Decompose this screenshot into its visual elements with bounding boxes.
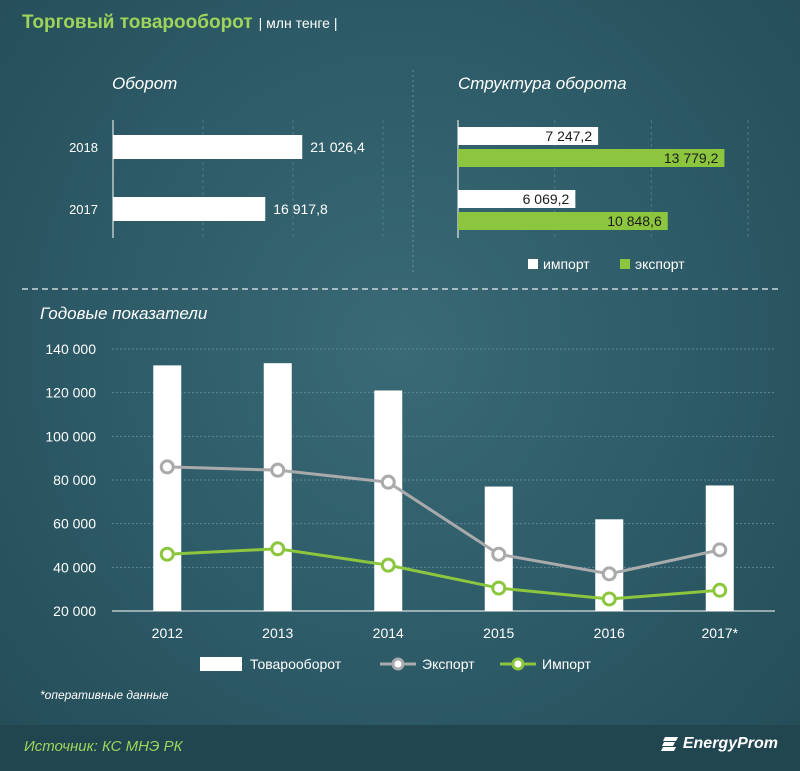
annual-point-Экспорт bbox=[380, 474, 396, 490]
annual-ytick-label: 80 000 bbox=[53, 472, 96, 488]
turnover-value-label: 21 026,4 bbox=[310, 139, 365, 155]
annual-xtick-label: 2015 bbox=[483, 625, 514, 641]
annual-point-Импорт bbox=[491, 580, 507, 596]
structure-value-label: 7 247,2 bbox=[545, 128, 592, 144]
energyprom-logo-icon bbox=[660, 737, 678, 751]
annual-legend-label: Товарооборот bbox=[250, 656, 342, 672]
structure-chart-title: Структура оборота bbox=[458, 74, 627, 93]
turnover-chart-title: Оборот bbox=[112, 74, 178, 93]
annual-xtick-label: 2013 bbox=[262, 625, 293, 641]
annual-point-Импорт bbox=[159, 546, 175, 562]
annual-point-Экспорт bbox=[712, 542, 728, 558]
structure-bar-импорт bbox=[458, 190, 576, 208]
annual-point-Экспорт bbox=[491, 546, 507, 562]
annual-ytick-label: 40 000 bbox=[53, 559, 96, 575]
annual-ytick-label: 60 000 bbox=[53, 516, 96, 532]
structure-chart: 7 247,2 13 779,2 6 069,2 10 848,6 импорт эксп… bbox=[457, 120, 749, 272]
structure-value-label: 10 848,6 bbox=[607, 213, 662, 229]
annual-ytick-label: 20 000 bbox=[53, 603, 96, 619]
structure-legend-swatch bbox=[528, 259, 538, 269]
energyprom-logo: EnergyProm bbox=[660, 735, 778, 753]
annual-xtick-label: 2016 bbox=[594, 625, 625, 641]
footnote: *оперативные данные bbox=[40, 688, 169, 702]
charts-canvas: 2018 21 026,4 2017 16 917,8 7 247,2 13 779,2… bbox=[22, 70, 778, 672]
turnover-bar bbox=[113, 135, 303, 159]
annual-legend-label: Экспорт bbox=[422, 656, 475, 672]
annual-point-Экспорт bbox=[159, 459, 175, 475]
annual-xtick-label: 2012 bbox=[152, 625, 183, 641]
structure-value-label: 13 779,2 bbox=[664, 150, 719, 166]
annual-ytick-label: 100 000 bbox=[45, 428, 96, 444]
annual-bar bbox=[263, 363, 292, 611]
logo-text: EnergyProm bbox=[682, 735, 778, 752]
annual-line-Экспорт bbox=[167, 465, 721, 576]
turnover-chart: 2018 21 026,4 2017 16 917,8 bbox=[69, 120, 384, 238]
annual-point-Экспорт bbox=[601, 566, 617, 582]
annual-bar bbox=[153, 365, 182, 611]
annual-ytick-label: 140 000 bbox=[45, 341, 96, 357]
annual-line-Импорт bbox=[167, 547, 720, 601]
annual-point-Экспорт bbox=[270, 462, 286, 478]
title-text: Торговый товарооборот bbox=[22, 12, 253, 33]
unit-label: | млн тенге | bbox=[258, 15, 338, 31]
structure-bar-экспорт bbox=[458, 149, 725, 167]
source-note: Источник: КС МНЭ РК bbox=[24, 738, 183, 755]
annual-point-Импорт bbox=[270, 541, 286, 557]
structure-value-label: 6 069,2 bbox=[523, 191, 570, 207]
annual-point-Импорт bbox=[712, 582, 728, 598]
structure-legend-swatch bbox=[620, 259, 630, 269]
turnover-bar bbox=[113, 197, 266, 221]
annual-chart-title: Годовые показатели bbox=[40, 304, 208, 323]
annual-legend-swatch bbox=[200, 657, 242, 671]
annual-legend-marker bbox=[391, 657, 405, 671]
annual-legend-marker bbox=[511, 657, 525, 671]
annual-bar bbox=[374, 390, 403, 611]
structure-bar-импорт bbox=[458, 127, 599, 145]
structure-legend-label: экспорт bbox=[635, 256, 685, 272]
annual-point-Импорт bbox=[380, 557, 396, 573]
annual-chart: 20 000 40 000 60 000 80 000 100 000 120 000 14… bbox=[45, 341, 775, 672]
annual-ytick-label: 120 000 bbox=[45, 385, 96, 401]
turnover-value-label: 16 917,8 bbox=[273, 201, 328, 217]
structure-bar-экспорт bbox=[458, 212, 668, 230]
annual-point-Импорт bbox=[601, 591, 617, 607]
annual-xtick-label: 2014 bbox=[373, 625, 404, 641]
turnover-tick-label: 2018 bbox=[69, 140, 98, 155]
page-title: Торговый товарооборот | млн тенге | bbox=[22, 12, 337, 34]
annual-legend-label: Импорт bbox=[542, 656, 592, 672]
turnover-tick-label: 2017 bbox=[69, 202, 98, 217]
structure-legend-label: импорт bbox=[543, 256, 590, 272]
annual-xtick-label: 2017* bbox=[701, 625, 738, 641]
